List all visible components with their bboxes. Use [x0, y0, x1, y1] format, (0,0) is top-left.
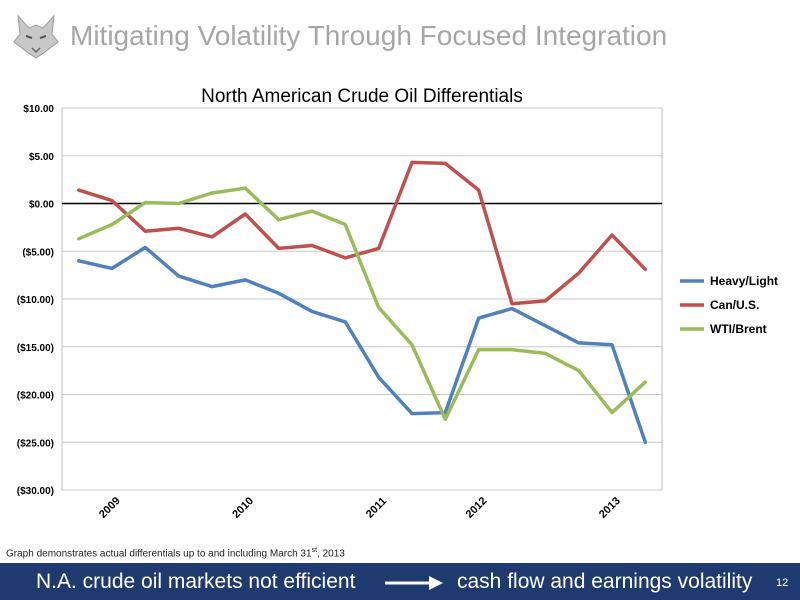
x-tick-label: 2013 — [597, 495, 623, 521]
x-tick-label: 2009 — [97, 495, 123, 521]
series-line-heavy-light — [76, 245, 648, 445]
y-tick-label: ($10.00) — [17, 295, 54, 306]
footnote: Graph demonstrates actual differentials … — [6, 547, 345, 560]
y-tick-label: ($15.00) — [17, 343, 54, 354]
x-tick-label: 2010 — [230, 495, 256, 521]
chart-title: North American Crude Oil Differentials — [201, 86, 523, 107]
bottom-banner: N.A. crude oil markets not efficient cas… — [0, 563, 800, 600]
banner-left-text: N.A. crude oil markets not efficient — [36, 570, 356, 593]
y-tick-label: ($5.00) — [22, 247, 54, 258]
y-tick-label: ($20.00) — [17, 391, 54, 402]
y-tick-label: $5.00 — [29, 152, 54, 163]
right-arrow-icon — [385, 576, 443, 590]
x-tick-label: 2012 — [464, 495, 490, 521]
legend-label: Can/U.S. — [710, 298, 759, 312]
y-tick-label: $0.00 — [29, 200, 54, 211]
x-tick-label: 2011 — [364, 495, 389, 520]
series-line-wti-brent — [76, 186, 648, 422]
line-chart: $10.00 $5.00 $0.00 ($5.00) ($10.00) ($15.00) (… — [17, 86, 778, 521]
slide-title: Mitigating Volatility Through Focused In… — [70, 20, 668, 51]
wolf-head-logo — [13, 14, 59, 59]
series-line-can-u-s- — [76, 160, 648, 306]
legend-label: WTI/Brent — [710, 322, 767, 336]
y-tick-label: $10.00 — [23, 104, 54, 115]
banner-right-text: cash flow and earnings volatility — [457, 570, 753, 593]
y-tick-label: ($30.00) — [17, 486, 54, 497]
page-number: 12 — [776, 577, 789, 589]
y-tick-label: ($25.00) — [17, 438, 54, 449]
legend-label: Heavy/Light — [710, 274, 778, 288]
